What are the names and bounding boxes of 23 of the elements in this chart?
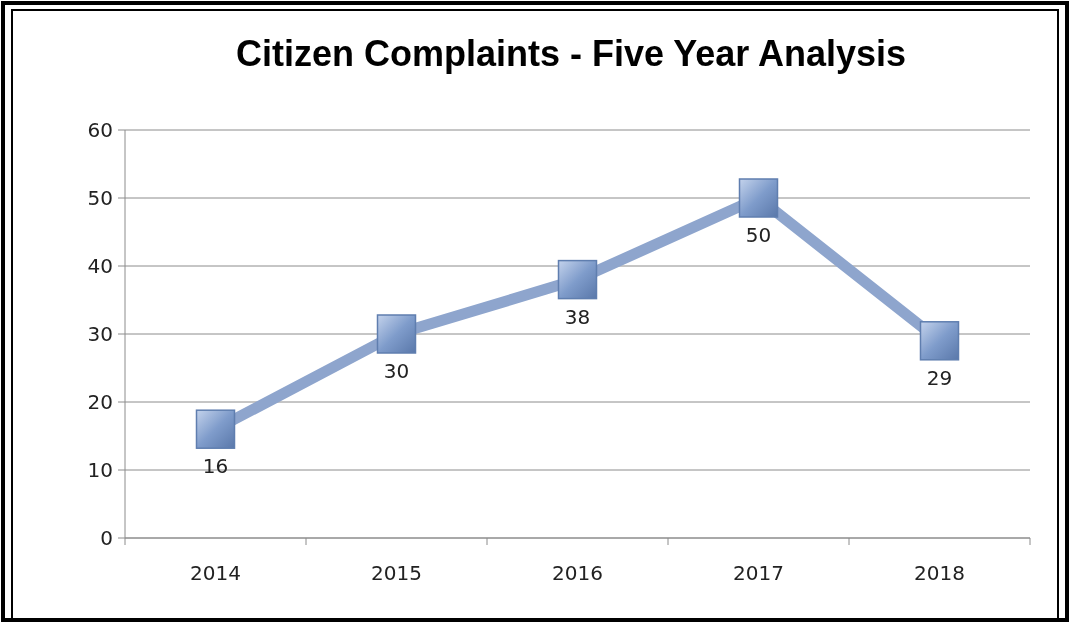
data-label: 29 bbox=[926, 365, 953, 390]
x-tick-label: 2015 bbox=[371, 561, 422, 585]
y-tick-label: 20 bbox=[87, 390, 113, 414]
point bbox=[919, 321, 960, 361]
point bbox=[738, 178, 779, 218]
point bbox=[195, 409, 236, 449]
y-tick-label: 30 bbox=[87, 322, 113, 346]
y-tick-label: 50 bbox=[87, 186, 113, 210]
point bbox=[557, 259, 598, 300]
chart-title: Citizen Complaints - Five Year Analysis bbox=[235, 33, 907, 74]
y-tick-label: 10 bbox=[87, 458, 113, 482]
y-tick-label: 40 bbox=[87, 254, 113, 278]
data-label: 38 bbox=[564, 304, 591, 329]
data-label: 50 bbox=[745, 223, 772, 247]
x-tick-label: 2018 bbox=[914, 561, 965, 585]
y-tick-label: 60 bbox=[87, 118, 113, 142]
point bbox=[376, 314, 417, 354]
y-tick-label: 0 bbox=[100, 526, 113, 550]
data-label: 30 bbox=[383, 359, 410, 383]
x-tick-label: 2016 bbox=[552, 561, 603, 585]
x-tick-label: 2014 bbox=[190, 561, 241, 585]
x-tick-label: 2017 bbox=[733, 561, 784, 585]
data-label: 16 bbox=[202, 454, 229, 479]
